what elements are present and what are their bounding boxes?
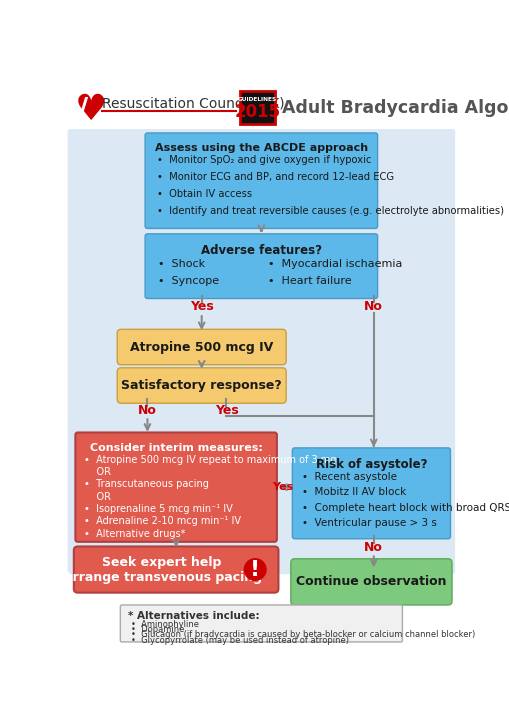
Text: OR: OR (84, 467, 110, 477)
Text: Yes: Yes (189, 301, 213, 314)
Text: •  Monitor SpO₂ and give oxygen if hypoxic: • Monitor SpO₂ and give oxygen if hypoxi… (156, 155, 371, 166)
Text: !: ! (249, 560, 260, 580)
Text: •  Myocardial ischaemia: • Myocardial ischaemia (267, 260, 401, 269)
FancyBboxPatch shape (145, 234, 377, 299)
FancyBboxPatch shape (120, 605, 402, 642)
Text: •  Isoprenaline 5 mcg min⁻¹ IV: • Isoprenaline 5 mcg min⁻¹ IV (84, 504, 232, 514)
Text: •  Glycopyrrolate (may be used instead of atropine): • Glycopyrrolate (may be used instead of… (131, 636, 349, 645)
FancyBboxPatch shape (290, 559, 451, 605)
Text: Consider interim measures:: Consider interim measures: (90, 442, 262, 453)
Text: Seek expert help
Arrange transvenous pacing: Seek expert help Arrange transvenous pac… (63, 555, 261, 583)
Text: * Alternatives include:: * Alternatives include: (128, 611, 259, 621)
Text: Assess using the ABCDE approach: Assess using the ABCDE approach (155, 143, 367, 153)
Text: •  Identify and treat reversible causes (e.g. electrolyte abnormalities): • Identify and treat reversible causes (… (156, 206, 503, 216)
Text: •  Complete heart block with broad QRS: • Complete heart block with broad QRS (302, 502, 509, 513)
FancyBboxPatch shape (117, 329, 286, 364)
Text: •  Monitor ECG and BP, and record 12-lead ECG: • Monitor ECG and BP, and record 12-lead… (156, 172, 393, 182)
Text: Yes: Yes (214, 403, 238, 416)
FancyBboxPatch shape (74, 547, 278, 593)
Text: No: No (138, 403, 157, 416)
Text: No: No (363, 301, 382, 314)
Text: •  Syncope: • Syncope (158, 276, 219, 286)
Text: No: No (363, 541, 382, 554)
Text: GUIDELINES: GUIDELINES (238, 98, 276, 103)
Text: OR: OR (84, 492, 110, 502)
Text: Adult Bradycardia Algorithm: Adult Bradycardia Algorithm (282, 98, 509, 116)
Text: •  Recent asystole: • Recent asystole (302, 472, 397, 482)
Text: Resuscitation Council (UK): Resuscitation Council (UK) (102, 97, 285, 111)
Text: •  Alternative drugs*: • Alternative drugs* (84, 529, 185, 539)
Text: Atropine 500 mcg IV: Atropine 500 mcg IV (130, 341, 273, 354)
Text: 2015: 2015 (234, 103, 280, 121)
FancyBboxPatch shape (117, 368, 286, 403)
Text: •  Heart failure: • Heart failure (267, 276, 351, 286)
Text: Adverse features?: Adverse features? (201, 244, 321, 257)
Text: Continue observation: Continue observation (296, 576, 446, 589)
FancyBboxPatch shape (145, 133, 377, 228)
Text: •  Mobitz II AV block: • Mobitz II AV block (302, 487, 406, 497)
Text: •  Shock: • Shock (158, 260, 205, 269)
Text: •  Atropine 500 mcg IV repeat to maximum of 3 mg: • Atropine 500 mcg IV repeat to maximum … (84, 455, 335, 465)
Text: Risk of asystole?: Risk of asystole? (315, 458, 427, 471)
Text: •  Ventricular pause > 3 s: • Ventricular pause > 3 s (302, 518, 437, 528)
Text: Satisfactory response?: Satisfactory response? (121, 379, 281, 392)
Circle shape (244, 559, 266, 581)
FancyBboxPatch shape (292, 448, 449, 539)
Text: •  Glucagon (if bradycardia is caused by beta-blocker or calcium channel blocker: • Glucagon (if bradycardia is caused by … (131, 630, 474, 639)
Text: ♥: ♥ (74, 93, 107, 127)
FancyBboxPatch shape (239, 91, 275, 124)
Text: /: / (77, 96, 88, 124)
FancyBboxPatch shape (68, 129, 454, 574)
Text: •  Transcutaneous pacing: • Transcutaneous pacing (84, 479, 208, 489)
Text: •  Aminophyline: • Aminophyline (131, 620, 199, 628)
Text: •  Obtain IV access: • Obtain IV access (156, 189, 251, 199)
Text: •  Dopamine: • Dopamine (131, 625, 184, 634)
Text: Yes: Yes (272, 482, 293, 492)
Text: •  Adrenaline 2-10 mcg min⁻¹ IV: • Adrenaline 2-10 mcg min⁻¹ IV (84, 516, 240, 526)
FancyBboxPatch shape (75, 432, 276, 542)
